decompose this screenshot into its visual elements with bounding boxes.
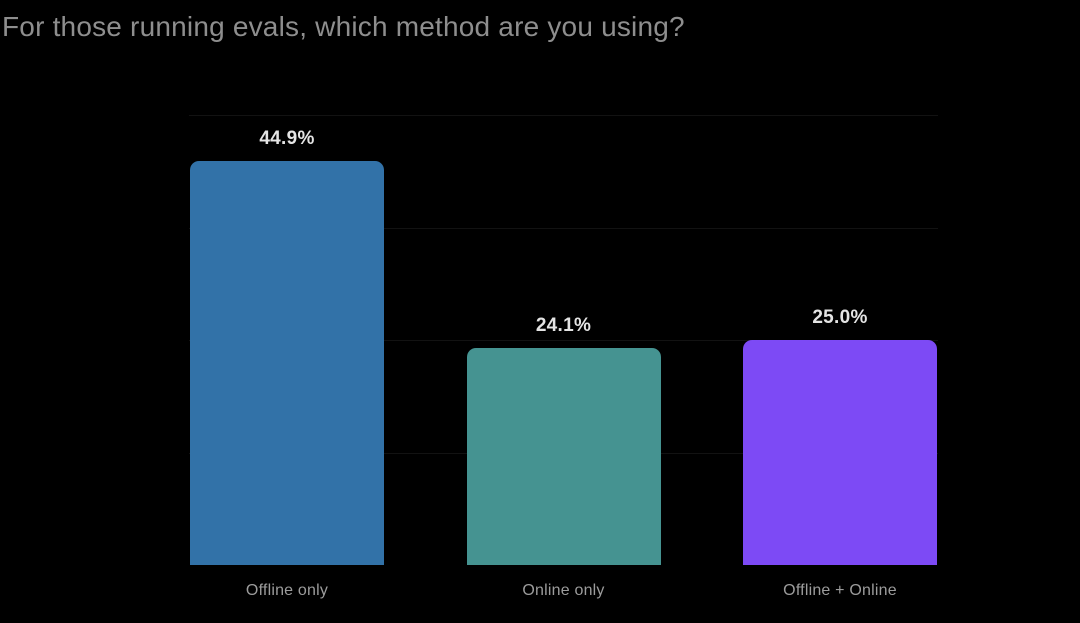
bar-group: 24.1% Online only [466, 115, 661, 599]
bar-value-label: 25.0% [812, 307, 868, 328]
bar-value-label: 24.1% [535, 315, 592, 337]
bar-group: 25.0% Offline + Online [743, 115, 937, 599]
category-label: Online only [522, 582, 605, 599]
bar [190, 160, 384, 565]
category-label: Offline only [245, 582, 329, 599]
gridline [189, 340, 938, 341]
bar-value-label: 44.9% [259, 127, 315, 149]
bar-groups: 44.9% Offline only 24.1% Online only 25.0% Of… [189, 115, 938, 599]
gridline [189, 115, 938, 116]
bar-chart: 44.9% Offline only 24.1% Online only 25.0% Of… [189, 115, 938, 599]
bar [466, 348, 661, 565]
bar-group: 44.9% Offline only [190, 115, 384, 599]
gridline [189, 227, 938, 229]
category-label: Offline + Online [783, 582, 897, 599]
chart-title: For those running evals, which method ar… [2, 11, 685, 42]
bar [743, 340, 937, 565]
